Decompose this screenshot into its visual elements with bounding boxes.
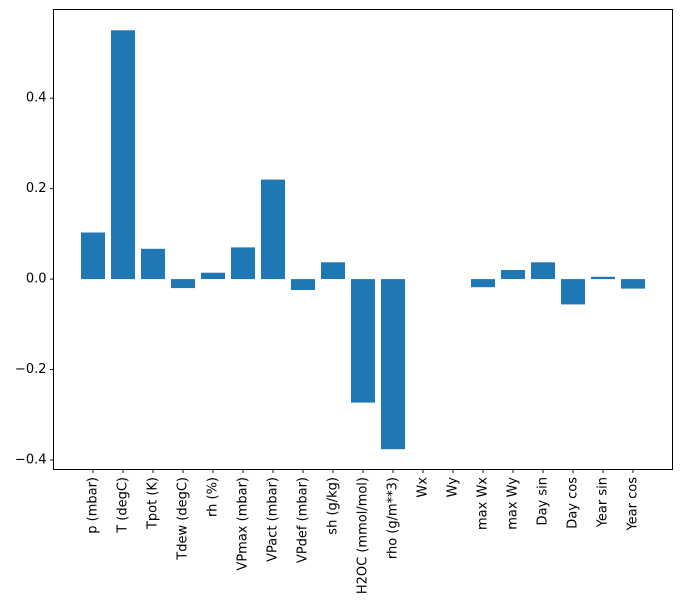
x-tick-label: VPact (mbar) bbox=[266, 477, 281, 562]
x-tick-label: VPdef (mbar) bbox=[296, 477, 311, 563]
x-tick-label: T (degC) bbox=[116, 477, 131, 534]
bar-h2oc-mmol-mol bbox=[351, 279, 375, 403]
bar-vpdef-mbar bbox=[291, 279, 315, 290]
bar-vpmax-mbar bbox=[231, 247, 255, 280]
y-tick-label: 0.2 bbox=[26, 181, 47, 196]
x-tick-label: Tpot (K) bbox=[146, 477, 161, 530]
x-tick-label: max Wy bbox=[506, 477, 521, 530]
bar-rh bbox=[201, 272, 225, 279]
x-tick-label: p (mbar) bbox=[86, 477, 101, 534]
x-tick-label: VPmax (mbar) bbox=[236, 477, 251, 571]
x-tick-label: Tdew (degC) bbox=[176, 477, 191, 561]
x-tick-label: rho (g/m**3) bbox=[386, 477, 401, 559]
bar-tdew-degc bbox=[171, 279, 195, 289]
x-tick-label: sh (g/kg) bbox=[326, 477, 341, 535]
bar-day-cos bbox=[561, 279, 585, 305]
y-tick-label: 0.0 bbox=[26, 272, 47, 287]
bar-rho-g-m-3 bbox=[381, 279, 405, 450]
bar-sh-g-kg bbox=[321, 262, 345, 279]
bar-max-wy bbox=[501, 270, 525, 279]
y-tick-label: 0.4 bbox=[26, 91, 47, 106]
y-tick-label: −0.2 bbox=[15, 362, 47, 377]
bar-tpot-k bbox=[141, 248, 165, 280]
bar-day-sin bbox=[531, 262, 555, 279]
x-tick-label: rh (%) bbox=[206, 477, 221, 517]
bar-vpact-mbar bbox=[261, 179, 285, 280]
x-tick-label: Year cos bbox=[626, 477, 641, 532]
x-tick-label: H2OC (mmol/mol) bbox=[356, 477, 371, 594]
x-tick-label: Year sin bbox=[596, 477, 611, 528]
x-tick-label: Day sin bbox=[536, 477, 551, 525]
bar-t-degc bbox=[111, 30, 135, 280]
bar-year-cos bbox=[621, 279, 645, 289]
bar-year-sin bbox=[591, 276, 615, 280]
x-tick-label: Wy bbox=[446, 477, 461, 498]
bar-max-wx bbox=[471, 279, 495, 288]
y-tick-label: −0.4 bbox=[15, 453, 47, 468]
x-tick-label: Wx bbox=[416, 477, 431, 498]
x-tick-label: max Wx bbox=[476, 477, 491, 530]
x-tick-label: Day cos bbox=[566, 477, 581, 529]
bar-p-mbar bbox=[81, 232, 105, 280]
